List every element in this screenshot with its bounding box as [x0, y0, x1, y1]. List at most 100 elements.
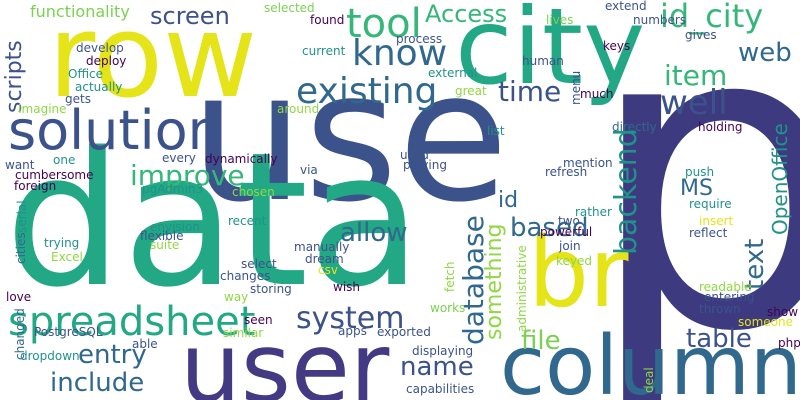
word-around: around: [277, 102, 320, 116]
word-via: via: [300, 163, 318, 177]
word-web: web: [738, 38, 792, 68]
word-gets: gets: [65, 92, 91, 106]
word-join: join: [559, 239, 581, 253]
word-allow: allow: [340, 218, 408, 248]
word-trying: trying: [44, 236, 80, 250]
word-every: every: [162, 151, 196, 165]
word-actually: actually: [75, 80, 123, 94]
word-great: great: [455, 84, 487, 98]
word-keys: keys: [603, 39, 631, 53]
word-deploy: deploy: [86, 54, 127, 68]
word-select: select: [241, 257, 277, 271]
word-p: p: [585, 0, 800, 400]
word-seen: seen: [244, 313, 273, 327]
word-two: two: [558, 214, 580, 228]
word-selected: selected: [264, 1, 315, 15]
word-backend: backend: [609, 128, 644, 255]
word-administrative: administrative: [515, 245, 529, 332]
word-office: Office: [68, 67, 104, 81]
word-dropdown: dropdown: [20, 349, 80, 363]
word-apps: apps: [338, 324, 367, 338]
word-wish: wish: [333, 280, 361, 294]
word-ms: MS: [680, 176, 713, 201]
word-process: process: [396, 32, 443, 46]
word-city: city: [455, 0, 646, 108]
word-chosen: chosen: [232, 185, 275, 199]
word-foreign: foreign: [14, 179, 57, 193]
word-capabilities: capabilities: [406, 382, 475, 396]
word-time: time: [498, 75, 562, 108]
word-improve: improve: [130, 159, 245, 192]
word-id-city: id_city: [660, 0, 764, 35]
word-envision: envision: [150, 220, 200, 234]
word-cumbersome: cumbersome: [15, 168, 94, 182]
word-able: able: [132, 337, 158, 351]
word-row: row: [48, 0, 258, 124]
word-someone: someone: [738, 315, 793, 329]
word-insert: insert: [699, 214, 734, 228]
word-system: system: [296, 301, 405, 336]
word-one: one: [53, 153, 76, 167]
word-powerful: powerful: [540, 225, 593, 239]
word-suite: suite: [150, 238, 180, 252]
word-screen: screen: [150, 2, 230, 30]
word-deal: deal: [642, 367, 656, 393]
word-love: love: [6, 290, 32, 304]
word-data: data: [5, 112, 422, 328]
word-holding: holding: [698, 120, 743, 134]
word-dynamically: dynamically: [205, 152, 278, 166]
word-tool: tool: [346, 1, 422, 47]
word-external: external: [428, 66, 478, 80]
word-br: br: [528, 217, 629, 329]
word-postgresql: PostgreSQL: [34, 325, 103, 339]
word-include: include: [50, 368, 145, 398]
word-found: found: [310, 13, 345, 27]
word-spreadsheet: spreadsheet: [8, 299, 256, 345]
word-access: Access: [425, 0, 508, 28]
word-current: current: [302, 44, 346, 58]
word-excel: Excel: [51, 250, 83, 264]
word-push: push: [685, 165, 715, 179]
word-file: file: [521, 326, 561, 356]
word-mention: mention: [563, 156, 613, 170]
word-gives: gives: [685, 28, 717, 42]
word-directly: directly: [612, 120, 657, 134]
word-way: way: [224, 290, 249, 304]
word-flexible: flexible: [140, 229, 184, 243]
word-user: user: [180, 312, 390, 400]
word-entry: entry: [78, 340, 147, 370]
word-used: used: [400, 148, 429, 162]
word-solution: solution: [8, 99, 222, 162]
word-require: require: [689, 197, 732, 211]
word-based: based: [510, 213, 589, 243]
word-dream: dream: [305, 252, 344, 266]
word-changes: changes: [220, 269, 271, 283]
word-php: php: [778, 336, 800, 350]
word-show: show: [767, 305, 799, 319]
word-entering: entering: [704, 290, 755, 304]
word-playing: playing: [403, 158, 447, 172]
word-storing: storing: [250, 282, 292, 296]
word-serial: serial: [15, 200, 29, 233]
word-name: name: [400, 352, 474, 382]
word-reflect: reflect: [689, 226, 728, 240]
word-exported: exported: [377, 325, 431, 339]
word-rather: rather: [575, 205, 612, 219]
word-human: human: [522, 54, 564, 68]
word-lives: lives: [546, 13, 574, 27]
word-functionality: functionality: [30, 2, 130, 21]
word-well: well: [660, 83, 728, 123]
word-openoffice: OpenOffice: [768, 123, 792, 235]
word-displaying: displaying: [412, 344, 474, 358]
word-refresh: refresh: [545, 165, 588, 179]
word-imagine: Imagine: [18, 102, 67, 116]
word-something: something: [482, 223, 507, 340]
word-recent: recent: [228, 214, 267, 228]
word-want: want: [5, 158, 35, 172]
word-csv: csv: [318, 263, 338, 277]
word-extend: extend: [605, 0, 647, 13]
word-list: list: [487, 124, 505, 138]
word-id: id: [498, 188, 519, 213]
word-readable: readable: [699, 280, 752, 294]
